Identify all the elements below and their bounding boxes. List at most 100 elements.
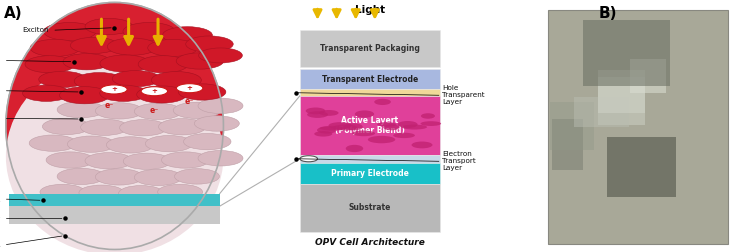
Ellipse shape — [374, 99, 391, 105]
Ellipse shape — [320, 126, 346, 131]
Bar — [548, 10, 728, 244]
Circle shape — [118, 185, 164, 201]
Ellipse shape — [393, 133, 415, 138]
Text: Transparent Electrode: Transparent Electrode — [322, 75, 417, 84]
Ellipse shape — [383, 124, 399, 130]
Circle shape — [107, 137, 154, 153]
Circle shape — [57, 102, 104, 118]
Circle shape — [176, 84, 203, 93]
Text: Exciton: Exciton — [22, 27, 49, 33]
Text: B): B) — [599, 6, 617, 21]
Text: +: + — [151, 88, 157, 94]
Text: Light: Light — [355, 5, 384, 15]
Bar — [9, 194, 220, 206]
Circle shape — [120, 120, 167, 136]
Ellipse shape — [401, 124, 427, 130]
Text: Electron
Transport
Layer: Electron Transport Layer — [442, 151, 476, 171]
Circle shape — [100, 55, 150, 72]
Circle shape — [30, 39, 80, 56]
Circle shape — [101, 85, 127, 94]
Circle shape — [68, 136, 115, 152]
Ellipse shape — [333, 124, 357, 131]
Circle shape — [100, 85, 147, 101]
Bar — [300, 96, 440, 155]
Circle shape — [74, 73, 124, 90]
Circle shape — [63, 54, 110, 70]
Text: Active Layert
(Polymer Blend): Active Layert (Polymer Blend) — [334, 116, 405, 135]
Circle shape — [194, 116, 240, 131]
Bar — [598, 70, 645, 125]
Circle shape — [123, 153, 171, 169]
Circle shape — [179, 84, 226, 100]
Circle shape — [198, 98, 243, 114]
Circle shape — [96, 103, 143, 119]
Circle shape — [162, 27, 212, 44]
Text: Primary Electrode: Primary Electrode — [331, 169, 409, 178]
Circle shape — [43, 22, 96, 41]
Text: +: + — [187, 85, 193, 91]
Ellipse shape — [329, 122, 352, 129]
Bar — [630, 59, 667, 93]
Circle shape — [162, 152, 209, 168]
Bar — [598, 77, 645, 113]
Circle shape — [43, 118, 90, 135]
Text: e⁻: e⁻ — [185, 97, 194, 106]
Ellipse shape — [315, 131, 332, 137]
Circle shape — [25, 56, 75, 73]
Circle shape — [39, 71, 86, 87]
Circle shape — [159, 119, 206, 135]
Circle shape — [85, 153, 132, 169]
Ellipse shape — [306, 108, 326, 114]
Bar — [300, 184, 440, 232]
Bar — [300, 69, 440, 89]
Circle shape — [71, 37, 118, 53]
Text: Transparent Packaging: Transparent Packaging — [320, 44, 420, 53]
Circle shape — [198, 150, 243, 166]
Circle shape — [176, 53, 223, 69]
Circle shape — [300, 156, 318, 162]
Text: Substrate: Substrate — [348, 203, 391, 212]
Ellipse shape — [421, 113, 435, 119]
Circle shape — [57, 168, 104, 184]
Text: OPV Cell Architecture: OPV Cell Architecture — [315, 238, 425, 247]
Circle shape — [85, 18, 132, 35]
Bar — [583, 20, 670, 86]
Circle shape — [40, 184, 85, 200]
Circle shape — [146, 136, 193, 152]
Bar — [300, 155, 440, 163]
Circle shape — [138, 56, 188, 73]
Circle shape — [107, 38, 157, 55]
Text: Hole
Transparent
Layer: Hole Transparent Layer — [442, 85, 485, 105]
Ellipse shape — [345, 145, 363, 152]
Circle shape — [112, 71, 159, 87]
Circle shape — [79, 185, 124, 201]
Circle shape — [96, 169, 143, 185]
Ellipse shape — [6, 3, 223, 249]
Circle shape — [81, 119, 128, 135]
Ellipse shape — [398, 121, 417, 128]
Bar — [573, 97, 629, 128]
Circle shape — [186, 36, 233, 52]
Ellipse shape — [344, 123, 362, 130]
Bar — [607, 137, 676, 197]
Circle shape — [141, 87, 168, 96]
Text: e⁻: e⁻ — [150, 106, 159, 115]
Bar — [9, 206, 220, 224]
Circle shape — [29, 135, 76, 151]
Bar — [552, 119, 584, 170]
Circle shape — [46, 152, 93, 168]
Ellipse shape — [352, 131, 375, 136]
Ellipse shape — [317, 127, 337, 134]
Circle shape — [184, 134, 231, 150]
Text: A): A) — [4, 6, 22, 21]
Circle shape — [137, 86, 187, 103]
Bar — [300, 163, 440, 184]
Bar — [300, 30, 440, 67]
Bar — [550, 102, 595, 150]
Ellipse shape — [368, 136, 395, 143]
Ellipse shape — [355, 110, 374, 118]
Ellipse shape — [412, 142, 432, 148]
Circle shape — [123, 22, 176, 41]
Circle shape — [148, 39, 198, 56]
Circle shape — [60, 87, 110, 104]
